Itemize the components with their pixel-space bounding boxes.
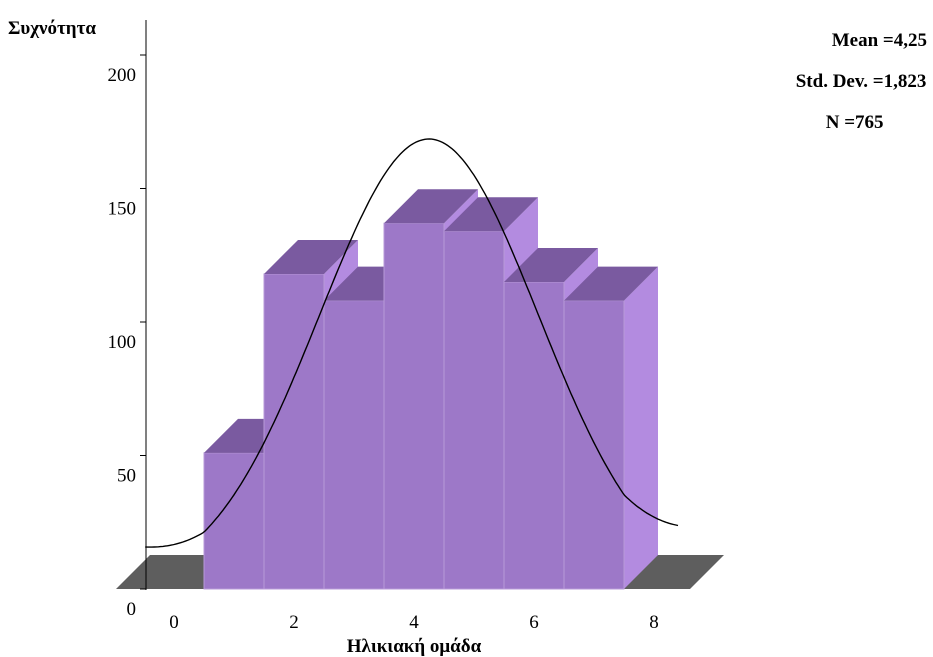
x-tick-label: 2	[289, 612, 299, 633]
y-tick-label: 50	[117, 466, 136, 487]
histogram-bar-top	[264, 239, 358, 274]
histogram-bar-top	[384, 189, 478, 224]
histogram-bar-top	[504, 247, 598, 282]
histogram-bar	[263, 273, 325, 590]
histogram-bar-top	[444, 197, 538, 232]
histogram-bar-side	[624, 266, 658, 589]
histogram-bar	[503, 281, 565, 590]
histogram-bar	[443, 230, 505, 590]
x-tick-label: 0	[169, 612, 179, 633]
y-tick-label: 0	[127, 599, 137, 620]
axis-layer: 0 50 100 150 200 0 2 4 6 8	[108, 20, 659, 633]
statistics-box: Mean =4,25 Std. Dev. =1,823 N =765	[796, 30, 927, 153]
y-tick-label: 100	[108, 332, 137, 353]
y-tick-label: 150	[108, 199, 137, 220]
y-tick-label: 200	[108, 65, 137, 86]
x-tick-label: 8	[649, 612, 659, 633]
normal-curve-layer	[145, 138, 679, 548]
histogram-bar	[563, 300, 625, 590]
normal-curve	[145, 138, 679, 548]
stat-mean: Mean =4,25	[831, 30, 927, 51]
histogram-bar	[383, 222, 445, 590]
stat-n: N =765	[825, 112, 884, 133]
histogram-bar	[323, 300, 385, 590]
bars-layer	[203, 189, 658, 590]
x-tick-label: 4	[409, 612, 419, 633]
y-axis-title: Συχνότητα	[8, 18, 96, 39]
x-axis-title: Ηλικιακή ομάδα	[347, 636, 482, 657]
stat-std-dev: Std. Dev. =1,823	[795, 71, 927, 92]
histogram-bar	[203, 452, 265, 590]
histogram-bar-top	[564, 266, 658, 301]
x-tick-label: 6	[529, 612, 539, 633]
